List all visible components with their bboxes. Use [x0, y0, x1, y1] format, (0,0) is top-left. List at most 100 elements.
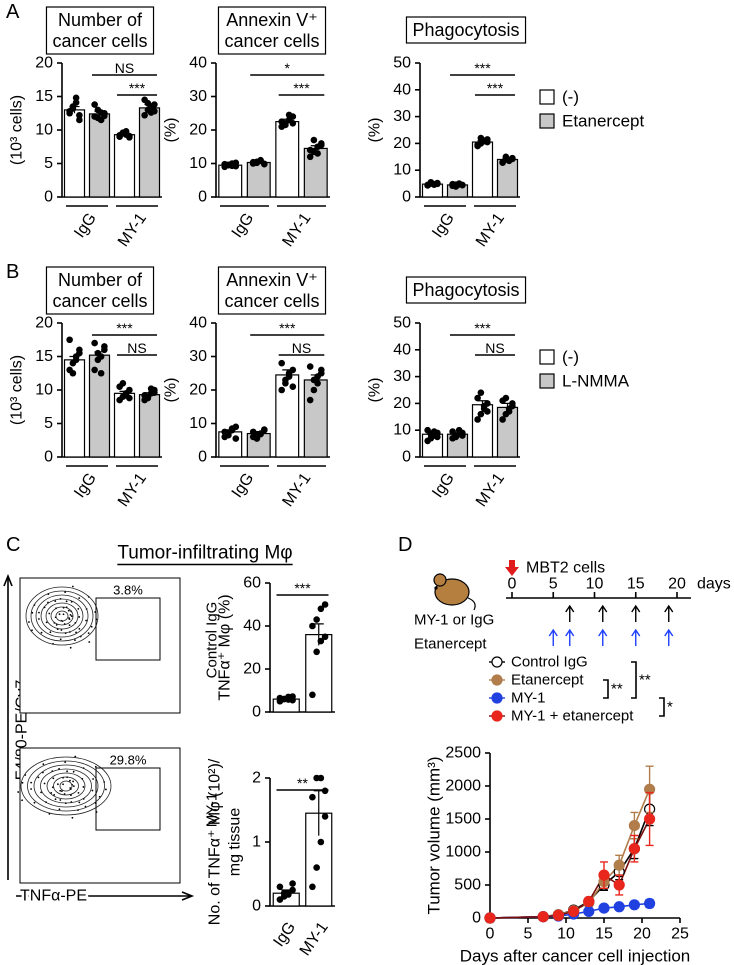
data-point [151, 101, 158, 108]
chart-title: Annexin V⁺ [226, 10, 318, 30]
data-point [261, 426, 268, 433]
x-tick-label: 15 [595, 926, 613, 943]
y-tick-label: 10 [35, 382, 53, 399]
y-tick-label: 20 [393, 395, 411, 412]
data-point [598, 902, 610, 914]
flow-x-label: TNFα-PE [20, 888, 87, 905]
bar [113, 392, 136, 458]
data-point [141, 96, 148, 104]
significance-label: * [667, 699, 673, 716]
title-box [45, 266, 155, 315]
contour [40, 598, 84, 634]
event-dot [33, 801, 36, 804]
event-dot [75, 631, 77, 634]
data-point [76, 111, 83, 119]
chart-title: cancer cells [224, 291, 319, 311]
data-point [499, 416, 506, 423]
y-tick-label: 20 [189, 122, 207, 139]
event-dot [82, 786, 85, 788]
gate [95, 597, 161, 661]
event-dot [48, 612, 51, 615]
y-tick-label: 0 [44, 449, 53, 466]
event-dot [71, 816, 74, 819]
event-dot [91, 789, 94, 792]
data-point [278, 359, 285, 367]
x-tick-label: MY-1 [297, 919, 332, 959]
data-point [309, 691, 316, 699]
axis [489, 753, 680, 919]
x-tick-label: MY-1 [279, 470, 314, 510]
data-point [317, 637, 325, 645]
data-point [313, 648, 320, 656]
data-point [72, 356, 80, 364]
significance-bracket [603, 679, 609, 699]
data-point [309, 622, 316, 630]
event-dot [28, 621, 30, 623]
event-dot [68, 624, 71, 627]
event-dot [87, 632, 90, 635]
y-tick-label: 20 [189, 382, 207, 399]
x-tick-label: IgG [229, 210, 258, 241]
event-dot [17, 791, 20, 793]
significance-label: *** [129, 80, 146, 96]
event-dot [38, 611, 40, 614]
event-dot [104, 788, 107, 791]
y-tick-label: 0 [402, 449, 411, 466]
x-tick-label: 10 [557, 926, 575, 943]
schedule-label: Etanercept [414, 636, 487, 653]
data-point [144, 394, 152, 402]
data-point [317, 774, 325, 782]
significance-label: *** [474, 320, 491, 336]
legend-label: (-) [562, 88, 579, 107]
timeline-unit: days [697, 576, 731, 593]
event-dot [31, 629, 33, 632]
data-point [480, 402, 488, 410]
bar [305, 633, 333, 713]
data-point [499, 159, 506, 166]
contour [25, 586, 99, 646]
event-dot [58, 613, 61, 616]
event-dot [54, 798, 57, 801]
legend-marker [491, 710, 503, 722]
significance-label: *** [294, 580, 311, 596]
contour [33, 764, 99, 808]
data-point [313, 864, 320, 871]
event-dot [74, 755, 77, 758]
data-point [66, 107, 73, 115]
event-dot [78, 597, 81, 599]
event-dot [65, 600, 68, 603]
data-point [598, 869, 610, 881]
data-point [249, 428, 257, 436]
x-arrow [16, 891, 195, 901]
x-tick-label: 5 [524, 926, 533, 943]
data-point [289, 120, 297, 127]
data-point [552, 909, 565, 921]
x-tick-label: MY-1 [279, 210, 314, 250]
y-tick-label: 0 [44, 189, 53, 206]
timeline-tick-label: 15 [627, 576, 645, 593]
event-dot [52, 777, 55, 780]
data-point [228, 425, 236, 432]
flow-plot [17, 747, 181, 884]
y-tick-label: 20 [35, 55, 53, 72]
event-dot [63, 793, 66, 795]
data-point [613, 859, 625, 871]
significance-label: NS [485, 340, 504, 356]
timeline-tick-label: 5 [549, 576, 558, 593]
legend-marker [491, 674, 503, 686]
event-dot [37, 776, 40, 779]
y-tick-label: 1500 [445, 811, 481, 828]
event-dot [30, 788, 32, 790]
y-tick-label: 50 [393, 55, 411, 72]
data-point [306, 153, 314, 161]
data-point [317, 838, 325, 846]
chart-title: Annexin V⁺ [226, 270, 318, 290]
timeline-tick-label: 20 [668, 576, 686, 593]
y-tick-label: 40 [189, 315, 207, 332]
y-tick-label: 30 [189, 88, 207, 105]
event-dot [68, 618, 71, 620]
y-tick-label: 30 [393, 108, 411, 125]
y-tick-label: 15 [35, 348, 53, 365]
gate-percent: 29.8% [110, 753, 147, 768]
dose-arrow [565, 604, 575, 622]
